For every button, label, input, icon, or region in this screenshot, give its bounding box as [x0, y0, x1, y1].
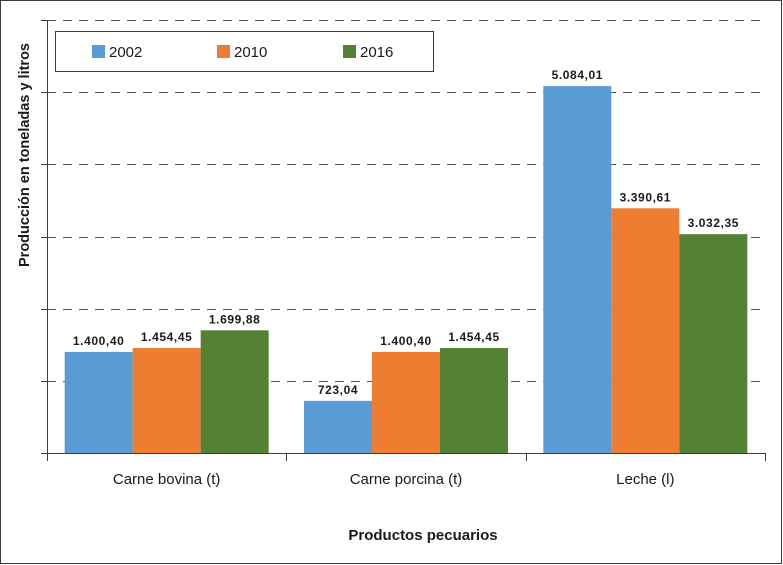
data-label: 723,04: [318, 383, 358, 397]
legend-label-2002: 2002: [109, 44, 142, 61]
data-label: 1.400,40: [380, 334, 432, 348]
legend-label-2010: 2010: [234, 44, 267, 61]
y-axis-title: Producción en toneladas y litros: [17, 43, 33, 267]
x-tick-label: Leche (l): [616, 471, 674, 488]
data-label: 5.084,01: [552, 68, 604, 82]
bar-2002: [543, 86, 612, 453]
bar-2016: [200, 330, 269, 453]
bar-2010: [611, 208, 680, 453]
legend: 2002 2010 2016: [55, 31, 434, 72]
bar-2016: [679, 234, 748, 453]
data-label: 1.699,88: [209, 312, 261, 326]
x-axis-title: Productos pecuarios: [348, 527, 497, 544]
bar-2010: [132, 348, 201, 453]
bar-2010: [372, 351, 440, 453]
legend-box: [55, 31, 434, 72]
x-tick-label: Carne bovina (t): [113, 471, 221, 488]
data-label: 1.454,45: [448, 330, 500, 344]
bar-2002: [64, 351, 133, 453]
legend-label-2016: 2016: [360, 44, 393, 61]
data-label: 3.032,35: [688, 216, 740, 230]
legend-swatch-2016: [343, 45, 356, 58]
bar-2002: [304, 400, 372, 453]
legend-swatch-2010: [217, 45, 230, 58]
data-label: 1.400,40: [73, 334, 125, 348]
legend-swatch-2002: [92, 45, 105, 58]
bar-2016: [440, 348, 508, 453]
data-label: 3.390,61: [620, 190, 672, 204]
data-label: 1.454,45: [141, 330, 193, 344]
x-tick-label: Carne porcina (t): [350, 471, 463, 488]
